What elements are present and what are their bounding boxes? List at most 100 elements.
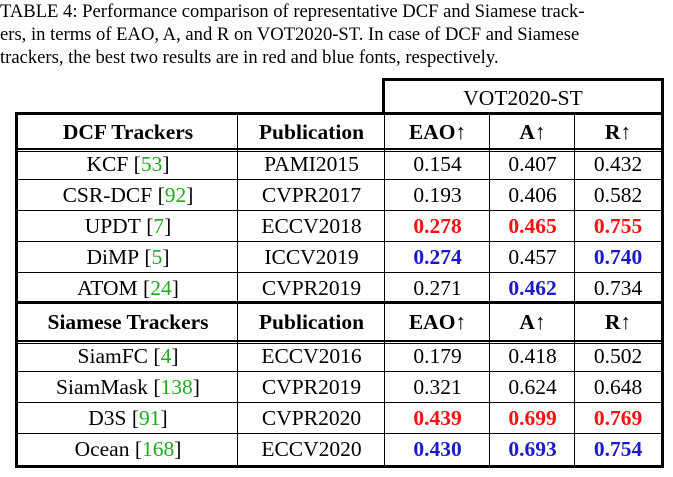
eao-cell: 0.274 <box>385 242 490 273</box>
a-value: 0.418 <box>508 344 557 368</box>
row-divider <box>18 272 661 273</box>
table-caption: TABLE 4: Performance comparison of repre… <box>0 0 673 69</box>
row-divider <box>18 241 661 242</box>
border-double <box>15 343 664 344</box>
r-value: 0.755 <box>593 214 643 238</box>
header-label: EAO↑ <box>408 119 467 144</box>
eao-cell: 0.154 <box>385 149 490 180</box>
a-cell: 0.462 <box>490 273 575 304</box>
header-label: Publication <box>258 119 365 144</box>
publication-cell: ECCV2018 <box>238 211 385 242</box>
a-col-header: A↑ <box>490 115 575 149</box>
r-value: 0.648 <box>593 375 643 399</box>
row-divider <box>18 210 661 211</box>
a-cell: 0.406 <box>490 180 575 211</box>
row-divider <box>18 179 661 180</box>
caption-line: ers, in terms of EAO, A, and R on VOT202… <box>0 24 580 45</box>
tracker-name: SiamFC <box>77 344 149 368</box>
r-value: 0.582 <box>593 183 643 207</box>
publication-value: CVPR2017 <box>261 183 362 207</box>
border-thick <box>15 148 664 150</box>
eao-cell: 0.278 <box>385 211 490 242</box>
eao-value: 0.278 <box>413 214 462 238</box>
r-cell: 0.432 <box>575 149 661 180</box>
publication-value: ECCV2020 <box>261 437 362 461</box>
tracker-name: CSR-DCF <box>62 183 153 207</box>
eao-cell: 0.179 <box>385 341 490 372</box>
citation-link: 92 <box>164 183 187 207</box>
citation-link: 4 <box>160 344 172 368</box>
publication-value: ECCV2016 <box>261 344 362 368</box>
citation-link: 168 <box>142 437 175 461</box>
header-label: A↑ <box>519 310 546 334</box>
a-value: 0.465 <box>508 214 557 238</box>
column-divider <box>237 115 238 304</box>
publication-cell: CVPR2020 <box>238 403 385 434</box>
header-label: DCF Trackers <box>62 119 194 144</box>
r-col-header: R↑ <box>575 115 661 149</box>
publication-value: CVPR2019 <box>261 276 362 300</box>
a-cell: 0.418 <box>490 341 575 372</box>
eao-value: 0.271 <box>413 276 462 300</box>
border-thick <box>382 78 664 81</box>
eao-value: 0.430 <box>413 437 462 461</box>
border-thick <box>15 340 664 342</box>
border-thick <box>661 78 664 115</box>
publication-value: ECCV2018 <box>261 214 362 238</box>
border-thick <box>661 112 664 307</box>
header-label: R↑ <box>604 310 632 334</box>
r-cell: 0.769 <box>575 403 661 434</box>
caption-line: TABLE 4: Performance comparison of repre… <box>0 1 585 22</box>
publication-cell: CVPR2019 <box>238 372 385 403</box>
r-value: 0.432 <box>593 152 643 176</box>
tracker-name-cell: ATOM [24] <box>77 276 179 300</box>
publication-value: PAMI2015 <box>264 152 359 176</box>
border-thick <box>15 112 664 115</box>
tracker-name-cell: CSR-DCF [92] <box>62 183 194 207</box>
column-divider <box>237 304 238 465</box>
a-value: 0.699 <box>508 406 557 430</box>
publication-col-header: Publication <box>238 304 385 341</box>
publication-cell: ECCV2020 <box>238 434 385 465</box>
r-cell: 0.755 <box>575 211 661 242</box>
row-divider <box>18 371 661 372</box>
publication-cell: CVPR2019 <box>238 273 385 304</box>
a-cell: 0.624 <box>490 372 575 403</box>
header-label: A↑ <box>519 119 546 144</box>
r-cell: 0.754 <box>575 434 661 465</box>
publication-cell: ECCV2016 <box>238 341 385 372</box>
header-label: Siamese Trackers <box>47 310 209 334</box>
eao-value: 0.154 <box>413 152 462 176</box>
header-label: EAO↑ <box>408 310 467 334</box>
tracker-name: SiamMask <box>56 375 148 399</box>
r-value: 0.754 <box>593 437 643 461</box>
eao-cell: 0.430 <box>385 434 490 465</box>
border-thick <box>15 112 18 307</box>
row-divider <box>18 433 661 434</box>
tracker-name: KCF <box>86 152 129 176</box>
column-divider <box>384 304 385 465</box>
eao-value: 0.179 <box>413 344 462 368</box>
eao-cell: 0.271 <box>385 273 490 304</box>
a-value: 0.462 <box>508 276 557 300</box>
a-col-header: A↑ <box>490 304 575 341</box>
tracker-name-cell: SiamMask [138] <box>56 375 200 399</box>
border-thick <box>661 301 664 468</box>
r-cell: 0.734 <box>575 273 661 304</box>
publication-value: ICCV2019 <box>264 245 359 269</box>
tracker-name: Ocean <box>74 437 130 461</box>
tracker-name-cell: Ocean [168] <box>74 437 182 461</box>
a-value: 0.407 <box>508 152 557 176</box>
eao-cell: 0.439 <box>385 403 490 434</box>
tracker-col-header: DCF Trackers <box>18 115 238 149</box>
column-divider <box>384 115 385 304</box>
tracker-name-cell: D3S [91] <box>88 406 168 430</box>
publication-value: CVPR2020 <box>261 406 362 430</box>
eao-cell: 0.193 <box>385 180 490 211</box>
r-col-header: R↑ <box>575 304 661 341</box>
border-thick <box>382 78 385 115</box>
eao-value: 0.321 <box>413 375 462 399</box>
tracker-name: UPDT <box>84 214 141 238</box>
r-cell: 0.582 <box>575 180 661 211</box>
